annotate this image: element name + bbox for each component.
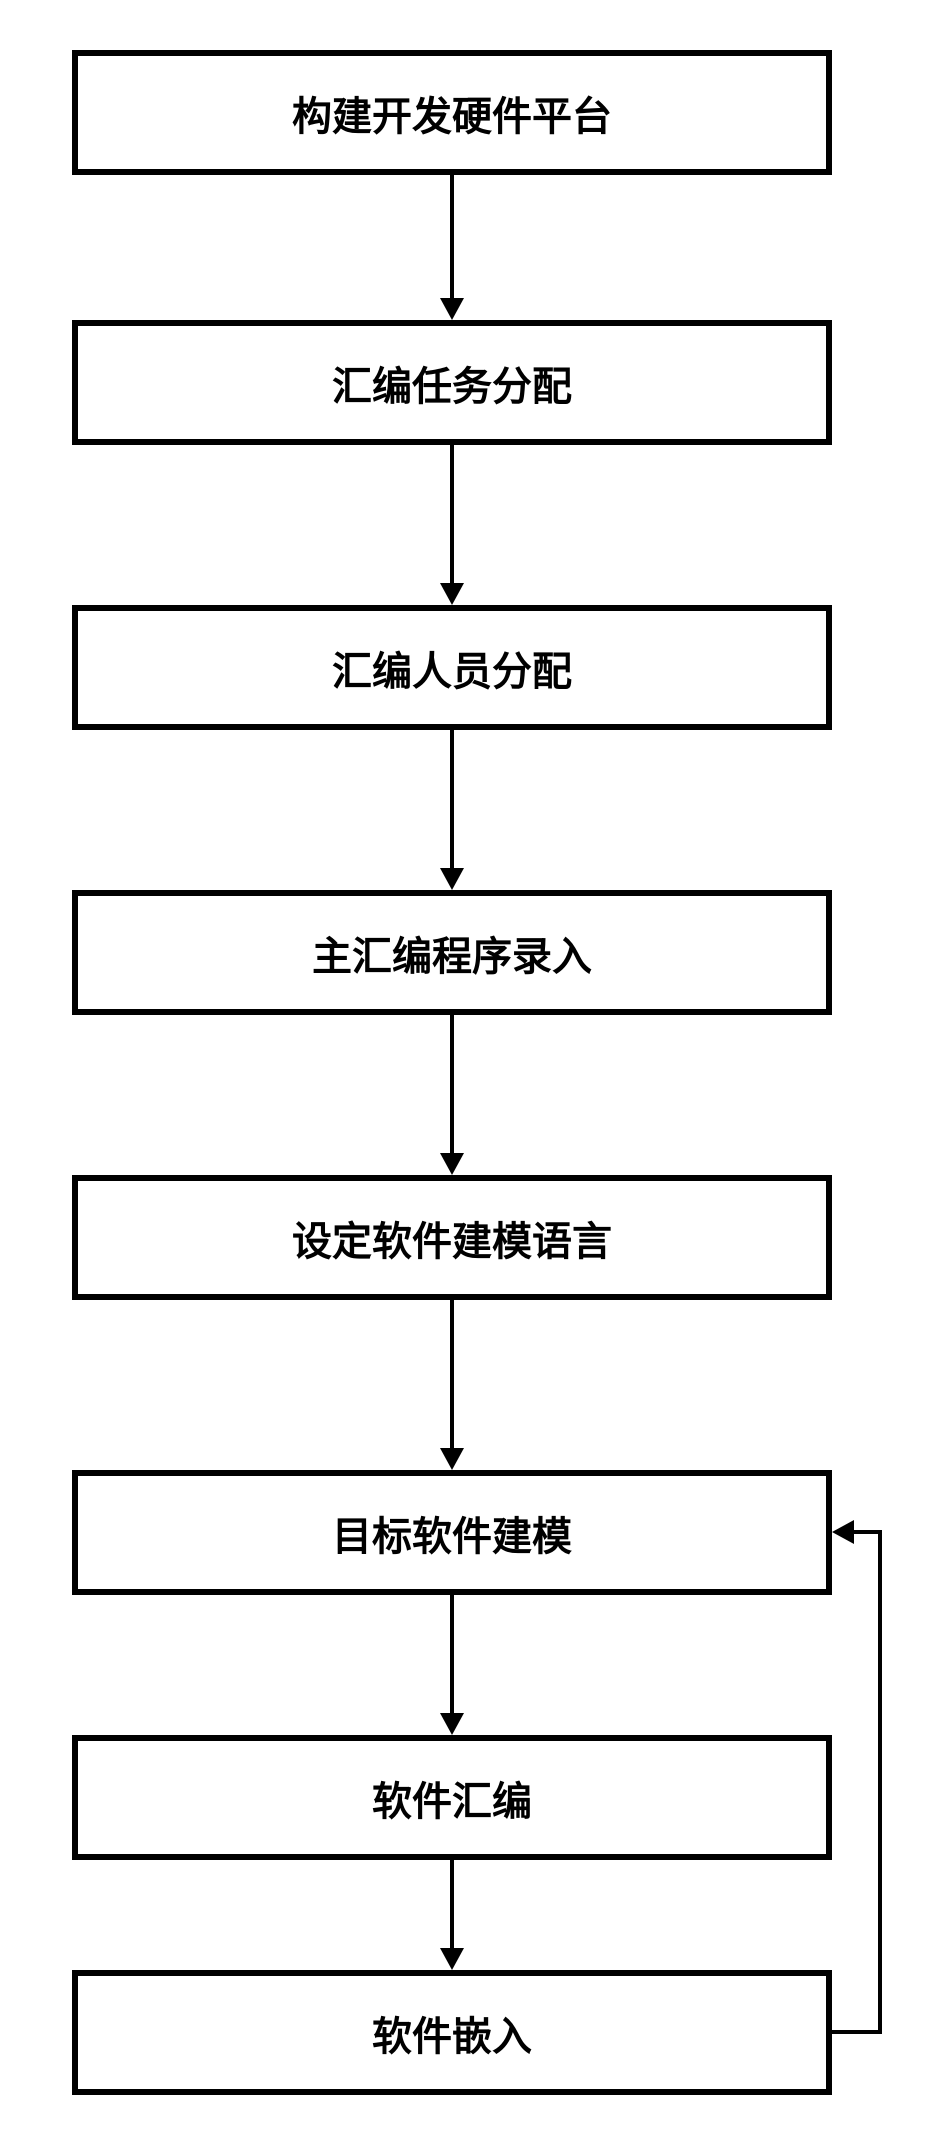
- flow-box-4: 主汇编程序录入: [72, 890, 832, 1015]
- arrow-line: [450, 1015, 454, 1153]
- flow-box-5: 设定软件建模语言: [72, 1175, 832, 1300]
- arrow-head-left-icon: [832, 1520, 854, 1544]
- flow-box-1: 构建开发硬件平台: [72, 50, 832, 175]
- flow-box-label: 设定软件建模语言: [292, 1209, 612, 1267]
- flow-box-label: 软件汇编: [372, 1769, 532, 1827]
- flow-box-label: 主汇编程序录入: [312, 924, 592, 982]
- arrow-line: [450, 445, 454, 583]
- flowchart-container: 构建开发硬件平台 汇编任务分配 汇编人员分配 主汇编程序录入 设定软件建模语言 …: [0, 0, 939, 2139]
- flow-box-2: 汇编任务分配: [72, 320, 832, 445]
- flow-box-6: 目标软件建模: [72, 1470, 832, 1595]
- flow-box-8: 软件嵌入: [72, 1970, 832, 2095]
- arrow-head-down-icon: [440, 1153, 464, 1175]
- arrow-line: [450, 175, 454, 298]
- flow-box-3: 汇编人员分配: [72, 605, 832, 730]
- feedback-line-bottom: [832, 2030, 882, 2034]
- arrow-line: [450, 1595, 454, 1713]
- arrow-line: [450, 730, 454, 868]
- feedback-line-vertical: [878, 1530, 882, 2034]
- flow-box-label: 目标软件建模: [332, 1504, 572, 1562]
- arrow-line: [450, 1300, 454, 1448]
- arrow-head-down-icon: [440, 1448, 464, 1470]
- arrow-head-down-icon: [440, 868, 464, 890]
- flow-box-label: 软件嵌入: [372, 2004, 532, 2062]
- arrow-head-down-icon: [440, 298, 464, 320]
- flow-box-label: 汇编任务分配: [332, 354, 572, 412]
- flow-box-label: 汇编人员分配: [332, 639, 572, 697]
- arrow-line: [450, 1860, 454, 1948]
- flow-box-label: 构建开发硬件平台: [292, 84, 612, 142]
- arrow-head-down-icon: [440, 1713, 464, 1735]
- arrow-head-down-icon: [440, 1948, 464, 1970]
- arrow-head-down-icon: [440, 583, 464, 605]
- feedback-line-top: [854, 1530, 882, 1534]
- flow-box-7: 软件汇编: [72, 1735, 832, 1860]
